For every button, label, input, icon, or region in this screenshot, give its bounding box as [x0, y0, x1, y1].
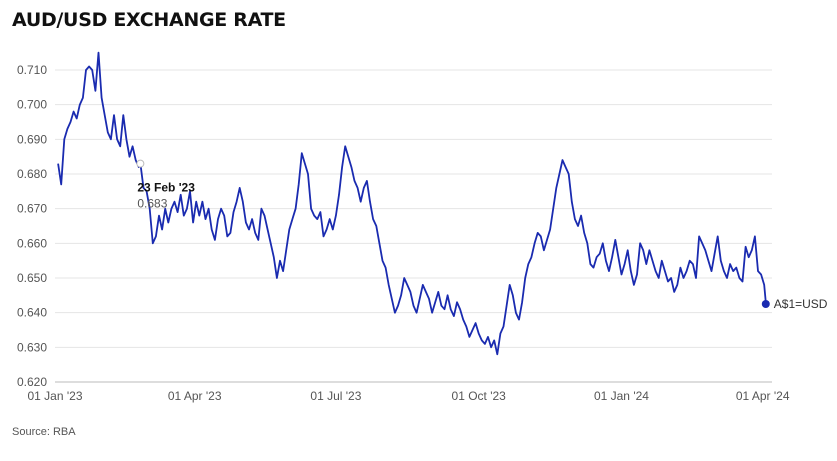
annotation: 23 Feb '23 0.683 — [136, 159, 195, 211]
annotation-marker — [136, 159, 145, 168]
annotation-date: 23 Feb '23 — [137, 181, 195, 195]
chart-svg: 0.710 0.700 0.690 0.680 0.670 0.660 0.650 0.640… — [17, 51, 828, 403]
x-tick-label: 01 Apr '23 — [168, 389, 222, 403]
end-point-marker — [761, 300, 770, 308]
y-tick-label: 0.700 — [17, 98, 47, 112]
series-end-label: A$1=USD — [774, 297, 828, 311]
y-tick-label: 0.680 — [17, 167, 47, 181]
y-tick-label: 0.640 — [17, 306, 47, 320]
y-axis-ticks: 0.710 0.700 0.690 0.680 0.670 0.660 0.650 0.640… — [17, 63, 47, 389]
y-tick-label: 0.710 — [17, 63, 47, 77]
x-tick-label: 01 Jul '23 — [310, 389, 361, 403]
y-tick-label: 0.630 — [17, 340, 47, 354]
annotation-value: 0.683 — [137, 197, 167, 211]
y-tick-label: 0.620 — [17, 375, 47, 389]
x-tick-label: 01 Apr '24 — [736, 389, 790, 403]
y-tick-label: 0.660 — [17, 236, 47, 250]
source-note: Source: RBA — [12, 426, 76, 438]
x-axis-ticks: 01 Jan '23 01 Apr '23 01 Jul '23 01 Oct '23… — [27, 389, 789, 403]
x-tick-label: 01 Jan '24 — [594, 389, 649, 403]
x-tick-label: 01 Oct '23 — [452, 389, 507, 403]
y-tick-label: 0.690 — [17, 132, 47, 146]
chart-title: AUD/USD EXCHANGE RATE — [12, 9, 286, 31]
x-tick-label: 01 Jan '23 — [27, 389, 82, 403]
y-tick-label: 0.670 — [17, 202, 47, 216]
y-tick-label: 0.650 — [17, 271, 47, 285]
series-line-aud-usd — [57, 51, 767, 356]
gridlines — [55, 69, 772, 383]
